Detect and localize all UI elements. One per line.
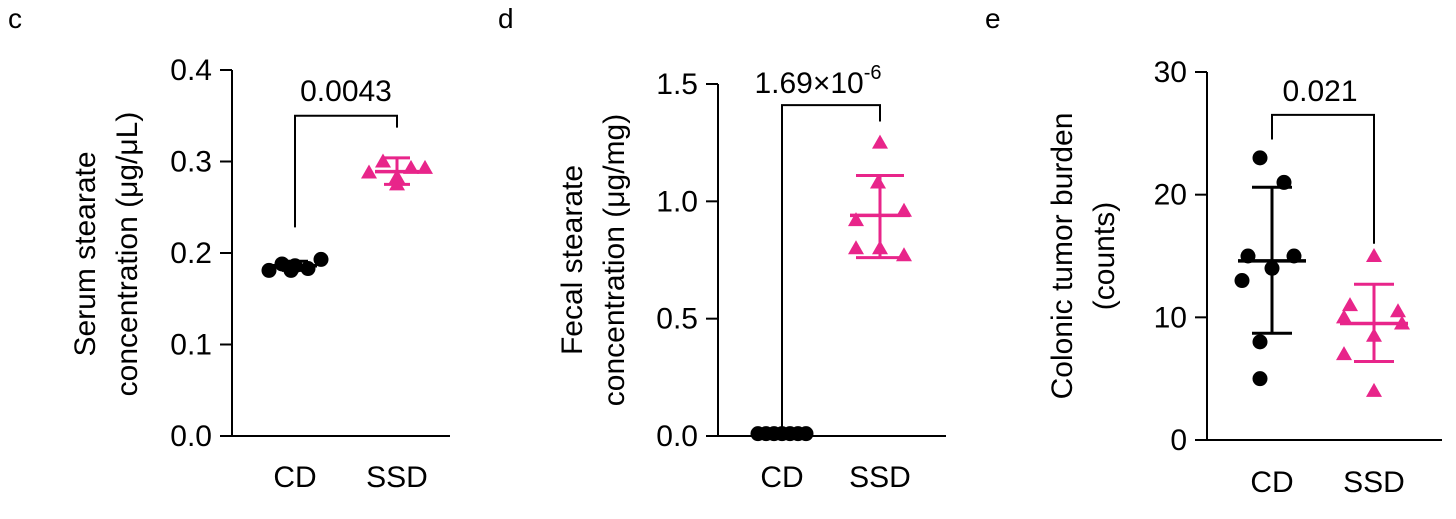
y-axis-label-line-2: (counts) [1088, 202, 1121, 310]
y-tick-label: 0.4 [170, 54, 212, 87]
p-value-label: 0.021 [1282, 75, 1357, 108]
y-tick-label: 0.1 [170, 329, 212, 362]
y-tick-label: 1.5 [656, 68, 698, 101]
panel-c: c Serum stearate concentration (μg/μL) 0… [8, 3, 450, 494]
bracket-line [781, 104, 881, 427]
y-axis-label-line-2: concentration (μg/μL) [111, 112, 144, 397]
y-ticks: 0.0 0.5 1.0 1.5 [656, 68, 718, 453]
data-point [1252, 371, 1268, 387]
x-tick-label-ssd: SSD [849, 461, 911, 494]
data-point [1366, 248, 1382, 262]
y-axis-label-line-1: Colonic tumor burden [1046, 113, 1079, 400]
bracket-line [294, 114, 398, 228]
panel-letter: c [8, 3, 22, 34]
y-tick-label: 10 [1154, 301, 1187, 334]
data-point [1390, 303, 1406, 318]
p-value-base: 1.69×10 [754, 67, 863, 100]
data-point [313, 251, 329, 267]
y-ticks: 0.0 0.1 0.2 0.3 0.4 [170, 54, 232, 453]
y-axis-label: Fecal stearate concentration (μg/mg) [556, 114, 631, 406]
panel-letter: d [498, 3, 514, 34]
data-point [872, 240, 888, 255]
panel-e: e Colonic tumor burden (counts) 0102030 … [985, 3, 1442, 499]
y-tick-label: 30 [1154, 56, 1187, 89]
data-point [1336, 346, 1352, 361]
data-point [1252, 150, 1268, 166]
y-tick-label: 1.0 [656, 185, 698, 218]
x-tick-label-ssd: SSD [366, 461, 428, 494]
data-point [261, 262, 277, 278]
x-tick-label-cd: CD [1250, 466, 1293, 499]
y-axis-label-line-1: Fecal stearate [556, 165, 589, 355]
data-point [389, 176, 405, 191]
y-ticks: 0 10 20 30 [1154, 56, 1207, 457]
p-value-label: 1.69×10-6 [754, 62, 881, 100]
x-tick-label-cd: CD [760, 461, 803, 494]
data-point [1366, 382, 1382, 397]
y-tick-label: 0.3 [170, 146, 212, 179]
data-point [300, 261, 316, 277]
y-axis-label-line-1: Serum stearate [69, 151, 102, 356]
y-tick-label: 0.0 [656, 420, 698, 453]
data-point [389, 169, 405, 184]
data-point [870, 174, 886, 189]
data-point [1276, 174, 1292, 190]
p-value-exponent: -6 [864, 62, 882, 84]
panel-letter: e [985, 3, 1001, 34]
data-marks [1234, 150, 1410, 397]
y-tick-label: 0 [1170, 424, 1187, 457]
data-point [1252, 334, 1268, 350]
y-tick-label: 20 [1154, 179, 1187, 212]
x-tick-label-ssd: SSD [1343, 466, 1405, 499]
bracket-line [1271, 113, 1375, 244]
data-point [1342, 297, 1358, 312]
data-point [848, 240, 864, 255]
y-axis-label: Serum stearate concentration (μg/μL) [69, 112, 144, 397]
data-point [1234, 273, 1250, 289]
y-axis-label-line-2: concentration (μg/mg) [598, 114, 631, 406]
data-marks [261, 153, 433, 278]
data-point [375, 153, 391, 168]
y-tick-label: 0.2 [170, 237, 212, 270]
y-tick-label: 0.0 [170, 420, 212, 453]
y-axis-label: Colonic tumor burden (counts) [1046, 113, 1121, 400]
significance-bracket [781, 104, 881, 427]
significance-bracket [1271, 113, 1375, 244]
data-marks [750, 134, 912, 442]
data-point [361, 164, 377, 179]
panel-d: d Fecal stearate concentration (μg/mg) 0… [498, 3, 946, 494]
data-point [872, 134, 888, 149]
data-point [896, 202, 912, 217]
x-tick-label-cd: CD [273, 461, 316, 494]
data-point [1366, 327, 1382, 342]
data-point [896, 247, 912, 262]
significance-bracket [294, 114, 398, 228]
data-point [848, 212, 864, 227]
y-tick-label: 0.5 [656, 303, 698, 336]
p-value-label: 0.0043 [300, 75, 392, 108]
data-point [1264, 260, 1280, 276]
data-point [1336, 309, 1352, 324]
data-point [417, 159, 433, 174]
